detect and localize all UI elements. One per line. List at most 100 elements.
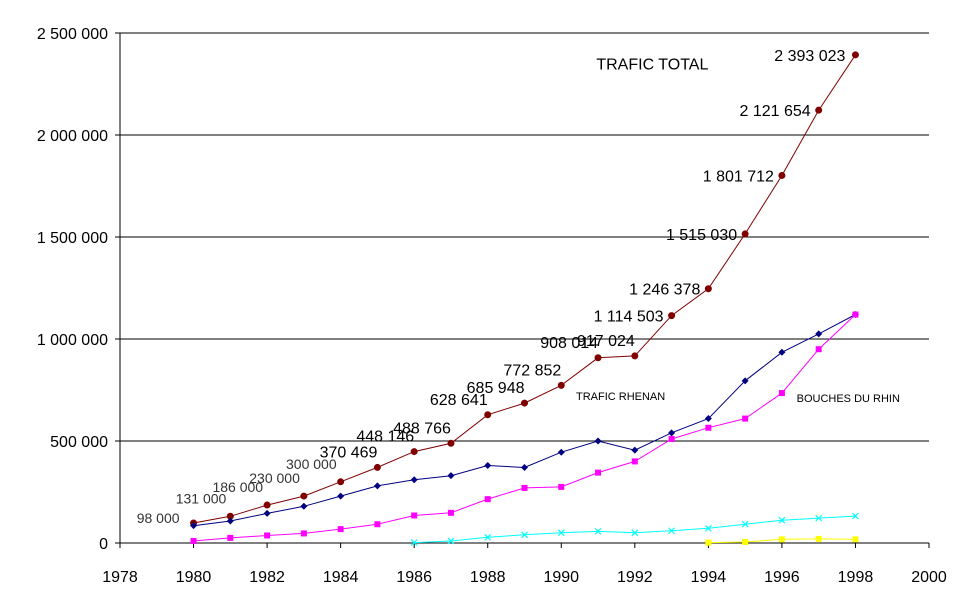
data-label: 300 000 [286, 456, 337, 472]
data-point [411, 512, 418, 519]
y-tick-label: 2 500 000 [37, 26, 108, 43]
data-label: 488 766 [393, 420, 451, 437]
data-point [190, 522, 198, 530]
data-point [815, 106, 823, 114]
x-tick-label: 1980 [176, 569, 212, 586]
data-label: 908 014 [540, 335, 598, 352]
data-point [668, 429, 676, 437]
data-label: 98 000 [137, 510, 180, 526]
x-tick-label: 1992 [617, 569, 653, 586]
data-point [852, 311, 859, 318]
series-group [190, 51, 859, 547]
x-tick-label: 1988 [470, 569, 506, 586]
data-point [227, 534, 234, 541]
data-label: 1 246 378 [629, 282, 700, 299]
data-point [815, 514, 823, 522]
x-tick-label: 1984 [323, 569, 359, 586]
data-point [484, 411, 492, 419]
data-point [594, 354, 602, 362]
data-label: 186 000 [212, 479, 263, 495]
data-point [337, 526, 344, 533]
data-label: 131 000 [176, 490, 227, 506]
data-point [521, 531, 528, 539]
data-point [558, 483, 565, 490]
data-point [741, 520, 749, 528]
gridlines [120, 32, 929, 442]
series-name-label: BOUCHES DU RHIN [797, 393, 900, 405]
data-point [447, 537, 455, 545]
data-label: 685 948 [467, 380, 525, 397]
data-point [704, 415, 712, 423]
data-label: 230 000 [249, 470, 300, 486]
y-tick-label: 0 [99, 536, 108, 553]
data-label: 917 024 [577, 333, 635, 350]
data-point [631, 352, 639, 360]
data-point [705, 424, 712, 431]
series-name-label: TRAFIC TOTAL [596, 57, 708, 74]
data-point [631, 446, 639, 454]
data-point [484, 496, 491, 503]
data-point [778, 390, 785, 397]
data-point [300, 530, 307, 537]
x-tick-label: 2000 [911, 569, 947, 586]
data-point [521, 484, 528, 491]
data-label: 370 469 [320, 444, 378, 461]
data-point [742, 538, 749, 545]
data-point [447, 439, 455, 447]
data-label: 1 114 503 [594, 309, 664, 326]
data-point [373, 482, 381, 490]
data-point [815, 346, 822, 353]
data-point [374, 521, 381, 528]
data-point [373, 463, 381, 471]
data-point [557, 448, 565, 456]
data-point [263, 509, 271, 517]
y-tick-label: 1 000 000 [37, 332, 108, 349]
x-tick-label: 1994 [691, 569, 727, 586]
data-label: 628 641 [430, 392, 488, 409]
series-labels: TRAFIC TOTAL TRAFIC RHENAN BOUCHES DU RHIN [576, 57, 900, 406]
data-point [704, 285, 712, 293]
data-point [521, 464, 528, 472]
data-label: 772 852 [503, 362, 561, 379]
data-point [226, 517, 234, 525]
data-point [595, 469, 602, 476]
data-point [778, 536, 785, 543]
data-point [484, 533, 492, 541]
data-point [484, 461, 492, 469]
data-point [300, 502, 308, 510]
data-point [778, 348, 786, 356]
data-point [264, 532, 271, 539]
data-point [741, 377, 749, 385]
data-point [337, 492, 345, 500]
data-point [778, 171, 786, 179]
data-point [447, 472, 455, 480]
data-label: 1 515 030 [666, 227, 737, 244]
data-point [594, 527, 602, 535]
data-point [410, 448, 418, 456]
axes: 0 500 000 1 000 000 1 500 000 2 000 000 2 500… [37, 26, 947, 586]
y-tick-label: 2 000 000 [37, 128, 108, 145]
data-point [668, 435, 675, 442]
data-point [815, 535, 822, 542]
x-tick-label: 1982 [249, 569, 285, 586]
data-point [521, 399, 528, 407]
y-tick-label: 1 500 000 [37, 230, 108, 247]
data-label: 1 801 712 [703, 168, 774, 185]
data-point [337, 478, 345, 486]
data-point [742, 415, 749, 422]
series-name-label: TRAFIC RHENAN [576, 391, 665, 403]
data-point [263, 501, 271, 509]
data-point [410, 539, 418, 547]
data-point [190, 537, 197, 544]
data-point [594, 437, 602, 445]
x-tick-label: 1990 [543, 569, 579, 586]
data-point [741, 230, 749, 238]
data-point [704, 524, 712, 532]
y-tick-label: 500 000 [50, 434, 108, 451]
data-point [557, 529, 565, 537]
x-tick-label: 1978 [102, 569, 138, 586]
data-point [851, 51, 859, 59]
data-point [705, 539, 712, 546]
